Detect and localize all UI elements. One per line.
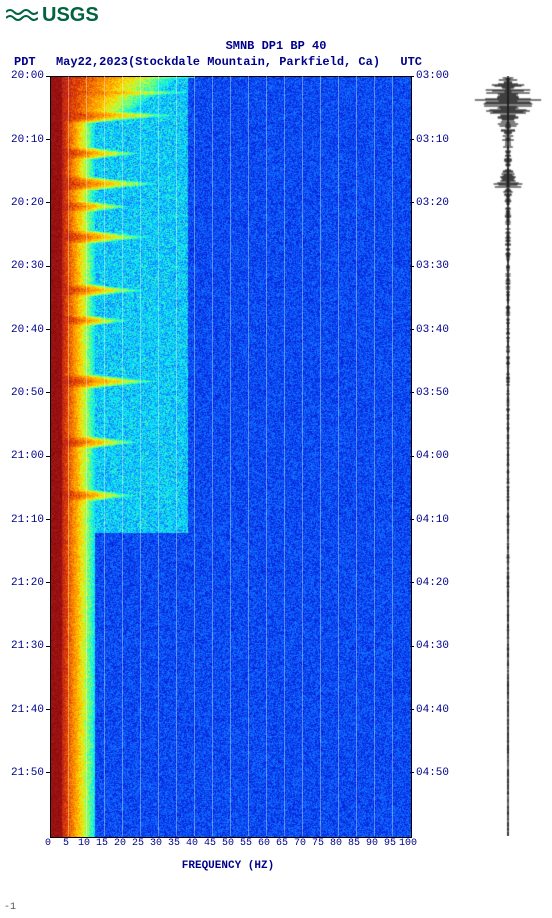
x-tick: 20: [114, 838, 126, 849]
y-axis-right: 03:0003:1003:2003:3003:4003:5004:0004:10…: [410, 76, 460, 836]
x-tick: 65: [276, 838, 288, 849]
x-tick: 85: [348, 838, 360, 849]
waves-icon: [6, 8, 38, 24]
plot-area: 20:0020:1020:2020:3020:4020:5021:0021:10…: [0, 76, 552, 838]
title-line-1: SMNB DP1 BP 40: [0, 39, 552, 55]
x-tick: 5: [63, 838, 69, 849]
x-tick: 45: [204, 838, 216, 849]
x-tick: 0: [45, 838, 51, 849]
chart-header: SMNB DP1 BP 40 PDT May22,2023(Stockdale …: [0, 39, 552, 70]
x-tick: 30: [150, 838, 162, 849]
tz-right: UTC: [400, 55, 422, 71]
y-axis-left: 20:0020:1020:2020:3020:4020:5021:0021:10…: [0, 76, 50, 836]
x-tick: 75: [312, 838, 324, 849]
footer-mark: -1: [0, 872, 552, 917]
x-axis: 0510152025303540455055606570758085909510…: [48, 838, 408, 850]
x-tick: 90: [366, 838, 378, 849]
title-line-2: May22,2023(Stockdale Mountain, Parkfield…: [56, 55, 380, 71]
x-tick: 55: [240, 838, 252, 849]
x-tick: 100: [399, 838, 417, 849]
waveform-canvas: [468, 76, 548, 836]
x-tick: 95: [384, 838, 396, 849]
x-axis-label: FREQUENCY (HZ): [48, 860, 408, 872]
x-tick: 70: [294, 838, 306, 849]
spectrogram-canvas: [50, 76, 412, 838]
spectrogram-panel: [50, 76, 410, 838]
x-tick: 60: [258, 838, 270, 849]
x-tick: 10: [78, 838, 90, 849]
x-tick: 50: [222, 838, 234, 849]
usgs-logo: USGS: [0, 0, 552, 31]
x-tick: 80: [330, 838, 342, 849]
x-tick: 15: [96, 838, 108, 849]
x-tick: 25: [132, 838, 144, 849]
x-tick: 40: [186, 838, 198, 849]
x-tick: 35: [168, 838, 180, 849]
tz-left: PDT: [14, 55, 36, 71]
waveform-panel: [468, 76, 548, 836]
logo-text: USGS: [42, 4, 99, 27]
